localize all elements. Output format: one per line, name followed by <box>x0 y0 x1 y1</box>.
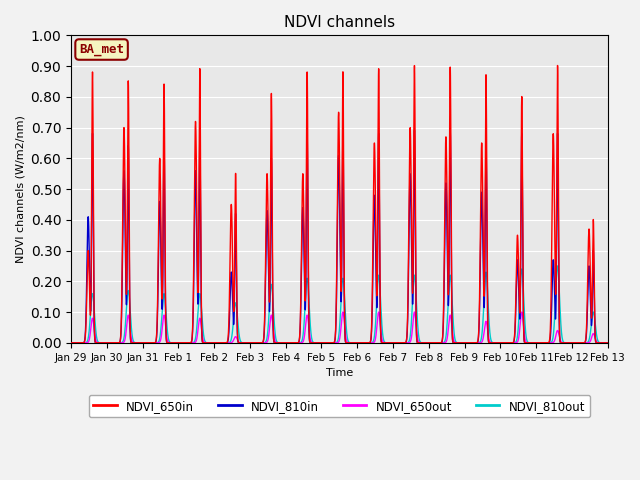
Legend: NDVI_650in, NDVI_810in, NDVI_650out, NDVI_810out: NDVI_650in, NDVI_810in, NDVI_650out, NDV… <box>88 395 590 417</box>
NDVI_810out <box>602 340 610 346</box>
NDVI_650out <box>490 340 497 346</box>
NDVI_810out <box>554 263 561 269</box>
NDVI_810in <box>602 340 610 346</box>
Y-axis label: NDVI channels (W/m2/nm): NDVI channels (W/m2/nm) <box>15 115 25 263</box>
Title: NDVI channels: NDVI channels <box>284 15 395 30</box>
NDVI_650out <box>67 340 75 346</box>
NDVI_650out <box>518 309 525 315</box>
Text: BA_met: BA_met <box>79 43 124 56</box>
NDVI_650out <box>182 340 189 346</box>
NDVI_810out <box>604 340 611 346</box>
NDVI_810in <box>490 340 497 346</box>
NDVI_810out <box>490 340 497 346</box>
NDVI_810in <box>604 340 611 346</box>
Line: NDVI_810in: NDVI_810in <box>71 130 607 343</box>
NDVI_810in <box>182 340 189 346</box>
NDVI_650in <box>604 340 611 346</box>
Line: NDVI_650in: NDVI_650in <box>71 65 607 343</box>
Line: NDVI_810out: NDVI_810out <box>71 266 607 343</box>
NDVI_650in <box>413 339 421 345</box>
NDVI_810in <box>268 192 276 198</box>
NDVI_650in <box>67 340 75 346</box>
NDVI_810out <box>176 340 184 346</box>
NDVI_810out <box>268 284 276 289</box>
NDVI_810out <box>413 315 421 321</box>
NDVI_650in <box>490 340 497 346</box>
NDVI_650out <box>176 340 184 346</box>
NDVI_810out <box>67 340 75 346</box>
NDVI_650in <box>554 62 561 68</box>
NDVI_810in <box>67 340 75 346</box>
NDVI_650in <box>182 340 189 346</box>
NDVI_810in <box>446 127 454 133</box>
NDVI_650in <box>176 340 184 346</box>
NDVI_650out <box>413 333 421 339</box>
X-axis label: Time: Time <box>326 368 353 378</box>
NDVI_810in <box>413 339 421 345</box>
NDVI_650out <box>268 314 276 320</box>
Line: NDVI_650out: NDVI_650out <box>71 312 607 343</box>
NDVI_650in <box>268 141 276 147</box>
NDVI_650out <box>604 340 611 346</box>
NDVI_650in <box>602 340 610 346</box>
NDVI_650out <box>602 340 610 346</box>
NDVI_810out <box>182 340 189 346</box>
NDVI_810in <box>176 340 184 346</box>
